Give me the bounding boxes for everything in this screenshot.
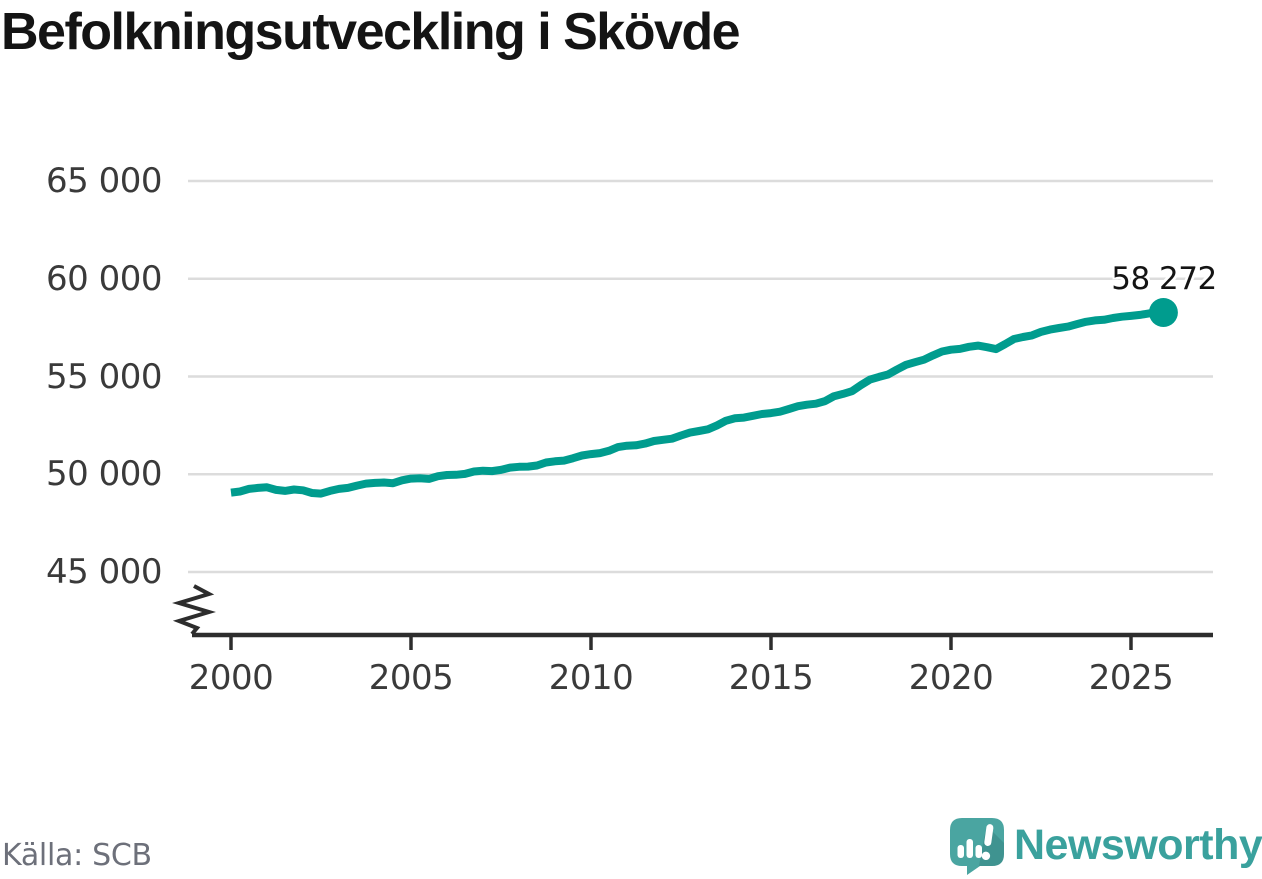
newsworthy-logo: Newsworthy [946, 815, 1262, 877]
chart-title: Befolkningsutveckling i Skövde [1, 3, 741, 61]
x-tick-label: 2005 [368, 658, 454, 698]
source-caption: Källa: SCB [2, 838, 152, 873]
latest-value-label: 58 272 [1111, 261, 1217, 297]
y-tick-label: 60 000 [46, 259, 162, 299]
end-point-marker [1148, 298, 1178, 327]
population-line [230, 308, 1164, 498]
y-axis-break-icon [172, 584, 216, 636]
x-tick-label: 2015 [728, 658, 814, 698]
y-tick-label: 50 000 [46, 454, 162, 494]
y-tick-label: 55 000 [46, 357, 162, 397]
y-tick-label: 65 000 [46, 161, 162, 201]
newsworthy-wordmark: Newsworthy [1014, 821, 1262, 869]
newsworthy-speech-bubble-bar-chart-icon [950, 818, 1004, 875]
x-tick-label: 2025 [1088, 658, 1174, 698]
x-tick-label: 2010 [548, 658, 634, 698]
y-tick-label: 45 000 [46, 552, 162, 592]
x-tick-label: 2000 [188, 658, 274, 698]
x-tick-label: 2020 [908, 658, 994, 698]
